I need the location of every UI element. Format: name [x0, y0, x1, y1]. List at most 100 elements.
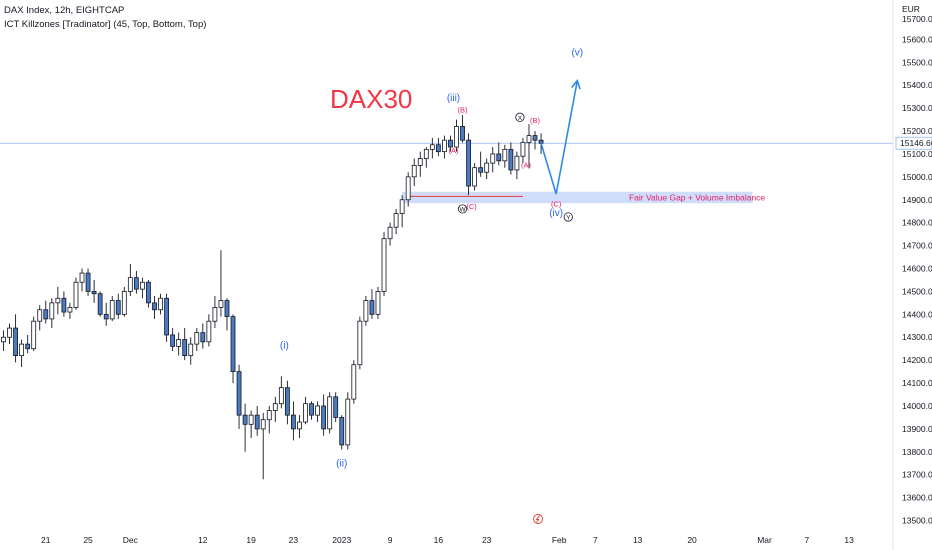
y-tick-label: 15100.00: [902, 149, 932, 159]
candle-body: [218, 300, 224, 308]
candle: [520, 137, 526, 164]
candle-body: [248, 414, 254, 425]
x-tick-label: 16: [434, 535, 444, 545]
candle-body: [109, 300, 115, 320]
candle-body: [176, 339, 182, 347]
candle-body: [532, 135, 538, 141]
y-tick-label: 15000.00: [902, 172, 932, 182]
candle: [133, 270, 139, 294]
x-tick-label: 9: [388, 535, 393, 545]
candle-body: [435, 144, 441, 153]
candle-body: [19, 343, 25, 356]
candle: [242, 403, 248, 452]
candle: [61, 291, 67, 317]
candle: [484, 158, 490, 180]
candle-body: [538, 139, 544, 144]
x-tick-label: 25: [83, 535, 93, 545]
candle: [121, 286, 127, 317]
candle: [339, 415, 345, 450]
wave-label: (A): [521, 161, 532, 170]
candle-body: [411, 164, 417, 178]
candle-body: [31, 320, 37, 350]
candle-body: [13, 327, 18, 356]
y-tick-label: 15400.00: [902, 80, 932, 90]
candle: [393, 208, 399, 235]
candle-body: [146, 281, 151, 304]
candle-body: [103, 313, 109, 320]
candle: [297, 415, 302, 439]
candle: [103, 302, 109, 326]
candle: [194, 328, 200, 351]
candle-body: [429, 144, 435, 150]
candle: [158, 293, 163, 315]
y-tick-label: 13500.00: [902, 516, 932, 526]
candle-body: [97, 293, 103, 315]
x-tick-label: Dec: [123, 535, 139, 545]
candle-body: [496, 153, 502, 162]
candle-body: [454, 126, 459, 148]
y-tick-label: 14500.00: [902, 286, 932, 296]
candle: [218, 250, 224, 317]
wxy-circle: [515, 112, 525, 122]
candle: [369, 289, 375, 319]
y-tick-label: 15300.00: [902, 103, 932, 113]
candle: [230, 314, 236, 384]
candle: [127, 263, 133, 296]
wave-label: (v): [571, 47, 583, 58]
candle: [31, 316, 37, 351]
candle: [146, 279, 151, 308]
candle: [363, 295, 369, 326]
candle-body: [423, 148, 429, 159]
candle-body: [37, 309, 43, 322]
candle-body: [152, 302, 157, 311]
candle: [224, 298, 230, 331]
candle-body: [490, 153, 496, 164]
candle-body: [375, 291, 381, 315]
candle: [79, 268, 85, 292]
x-tick-label: 2023: [332, 535, 351, 545]
candle-body: [73, 281, 79, 308]
event-icon: [533, 514, 543, 524]
y-tick-label: 14900.00: [902, 195, 932, 205]
last-price-badge: [895, 136, 932, 150]
candle: [272, 396, 278, 423]
indicator-header: ICT Killzones [Tradinator] (45, Top, Bot…: [4, 19, 207, 30]
candle: [152, 295, 157, 319]
y-tick-label: 14700.00: [902, 241, 932, 251]
x-tick-label: 23: [482, 535, 492, 545]
candle: [200, 323, 206, 349]
candle-body: [7, 327, 12, 338]
chart-title: DAX30: [330, 84, 412, 114]
candle: [405, 172, 411, 207]
candle-body: [345, 398, 351, 446]
candle: [170, 328, 176, 351]
candle: [466, 133, 471, 196]
wave-label: (B): [530, 116, 541, 125]
candle: [333, 392, 339, 423]
candle-body: [254, 414, 260, 430]
wave-label: (iv): [549, 208, 563, 219]
wxy-label: X: [518, 115, 523, 122]
candle: [55, 286, 61, 315]
candle-body: [393, 213, 399, 228]
candle-body: [230, 316, 236, 373]
candle: [327, 392, 333, 434]
candle-body: [520, 142, 526, 157]
candle-body: [133, 277, 139, 290]
wxy-marker: W: [457, 204, 468, 214]
candle: [7, 323, 12, 345]
candle: [309, 401, 314, 420]
x-tick-label: 21: [41, 535, 51, 545]
candle: [375, 286, 381, 319]
candle-body: [514, 155, 520, 171]
candle: [381, 231, 387, 296]
last-price-label: 15146.66: [900, 138, 932, 148]
candle: [49, 298, 55, 329]
y-tick-label: 15600.00: [902, 34, 932, 44]
candle-body: [158, 297, 163, 311]
wave-label: (B): [458, 106, 469, 115]
candle-body: [327, 396, 333, 430]
candle: [411, 158, 417, 187]
candle: [460, 114, 465, 143]
